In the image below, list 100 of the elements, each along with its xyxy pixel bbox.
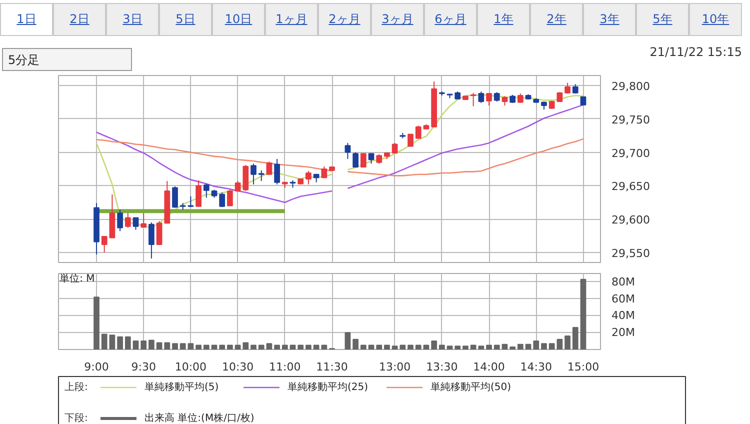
bar <box>352 338 358 350</box>
bar <box>227 344 233 350</box>
bar <box>525 344 532 350</box>
bar <box>486 344 492 350</box>
bar <box>180 343 186 350</box>
text: 1ヶ月 <box>276 11 308 28</box>
candlestick <box>140 212 147 228</box>
bar <box>234 344 241 350</box>
bar <box>541 343 547 350</box>
candlestick <box>478 91 484 104</box>
text: 2ヶ月 <box>328 11 360 28</box>
bar <box>140 340 147 350</box>
bar <box>117 336 123 350</box>
legend-label: 単純移動平均(25) <box>288 381 368 393</box>
text: 3年 <box>600 11 620 28</box>
bar <box>431 340 438 350</box>
candlestick <box>124 212 131 228</box>
x-tick-label: 11:00 <box>269 360 301 374</box>
text: 1年 <box>494 11 514 28</box>
bar <box>438 344 445 350</box>
bar <box>462 346 468 350</box>
bar <box>109 334 116 350</box>
candlestick <box>344 142 351 160</box>
bar <box>306 344 312 350</box>
bar <box>196 344 202 350</box>
text: 6ヶ月 <box>434 11 466 28</box>
bar <box>321 344 328 350</box>
candlestick <box>117 209 123 232</box>
candlestick <box>360 153 366 168</box>
x-tick-label: 9:00 <box>84 360 109 374</box>
bar <box>533 340 540 350</box>
candlestick <box>242 164 249 192</box>
bar <box>298 344 304 350</box>
candlestick <box>196 180 202 207</box>
text: 2年 <box>546 11 566 28</box>
candlestick <box>101 236 108 253</box>
bar <box>188 343 194 350</box>
x-tick-label: 13:30 <box>426 360 458 374</box>
x-tick-label: 9:30 <box>131 360 156 374</box>
bar <box>376 344 382 350</box>
bar <box>446 346 453 350</box>
bar <box>580 278 586 350</box>
bar <box>344 332 351 350</box>
legend-title: 上段: <box>64 381 88 393</box>
x-tick-label: 14:30 <box>520 360 552 374</box>
candlestick <box>517 93 524 104</box>
text: 5年 <box>652 11 672 28</box>
y-tick-label: 29,800 <box>612 80 650 94</box>
candlestick <box>321 166 328 178</box>
bar <box>564 335 570 350</box>
candlestick <box>306 170 312 185</box>
x-tick-label: 15:00 <box>567 360 600 374</box>
candlestick <box>376 154 382 164</box>
candlestick <box>266 161 272 175</box>
bar <box>502 344 508 350</box>
bar <box>219 344 226 350</box>
y-tick-label: 29,650 <box>612 180 650 194</box>
candlestick <box>415 125 422 139</box>
text: 5日 <box>176 11 196 28</box>
candlestick <box>494 92 500 102</box>
bar <box>94 296 100 350</box>
candlestick <box>234 180 241 192</box>
bar <box>250 344 256 350</box>
text: 5分足 <box>2 48 132 71</box>
candlestick <box>408 134 414 147</box>
candlestick <box>352 152 358 168</box>
y-tick-label: 29,550 <box>612 246 650 260</box>
candlestick <box>132 217 139 230</box>
y-tick-label: 29,750 <box>612 113 650 126</box>
bar <box>368 344 374 350</box>
bar <box>258 344 264 350</box>
bar <box>124 336 131 350</box>
text: 10年 <box>702 11 730 28</box>
x-tick-label: 11:30 <box>316 360 348 374</box>
bar <box>242 342 249 350</box>
bar <box>360 344 366 350</box>
candlestick <box>203 183 210 198</box>
legend-title: 下段: <box>64 412 88 424</box>
bar <box>517 344 524 350</box>
y-tick-label: 60M <box>612 292 635 306</box>
text: 3日 <box>122 11 142 28</box>
y-tick-label: 20M <box>612 326 635 340</box>
candlestick <box>392 142 398 154</box>
y-tick-label: 40M <box>612 309 635 322</box>
candlestick <box>368 153 374 164</box>
candlestick <box>486 93 492 106</box>
bar <box>282 344 288 350</box>
candlestick <box>274 158 280 185</box>
bar <box>266 343 272 350</box>
bar <box>408 344 414 350</box>
bar <box>274 344 280 350</box>
text: 21/11/22 15:15 <box>650 45 742 59</box>
bar <box>211 344 218 350</box>
bar <box>290 344 296 350</box>
candlestick <box>156 220 162 245</box>
bar <box>572 327 578 350</box>
x-tick-label: 14:00 <box>473 360 505 374</box>
bar <box>423 344 430 350</box>
bar <box>203 344 210 350</box>
bar <box>164 342 170 350</box>
